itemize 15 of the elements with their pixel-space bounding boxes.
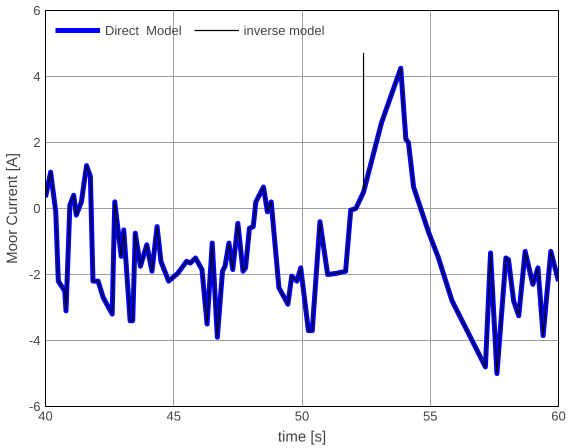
y-tick-label: 0 [33,201,41,216]
y-tick-label: -6 [28,399,41,414]
x-tick-label: 55 [423,408,438,424]
y-tick-label: 6 [33,3,41,18]
x-tick-label: 50 [294,408,310,424]
legend-label: inverse model [244,22,325,38]
y-tick-label: 4 [33,69,41,84]
y-tick-label: -4 [28,333,41,348]
x-axis-title: time [s] [278,428,326,446]
y-axis-title: Moor Current [A] [4,153,21,264]
y-tick-label: -2 [28,267,41,282]
x-tick-label: 60 [551,408,566,424]
x-tick-label: 45 [166,408,181,424]
y-tick-label: 2 [33,135,41,150]
legend-label: Direct Model [105,22,182,38]
